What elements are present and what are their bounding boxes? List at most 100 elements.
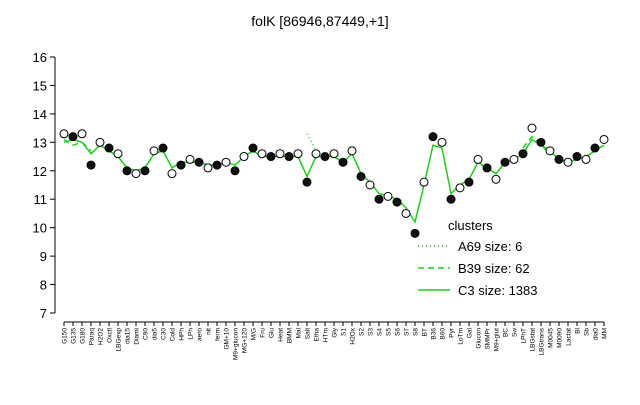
data-point	[131, 169, 141, 179]
x-tick-label: H2Ox	[350, 327, 357, 344]
data-point	[176, 160, 186, 170]
x-tick-label: Sw	[512, 328, 519, 337]
x-tick-label: Heat	[278, 328, 285, 342]
chart-title: folK [86946,87449,+1]	[251, 13, 388, 29]
x-tick-label: Paraq	[89, 328, 96, 346]
x-tick-label: Bl	[575, 327, 582, 333]
x-tick-label: M/G	[251, 328, 258, 340]
legend-title: clusters	[448, 218, 493, 233]
x-tick-label: LPh	[188, 328, 195, 340]
y-tick-label: 12	[33, 164, 47, 179]
data-point	[194, 157, 204, 167]
x-tick-label: S7	[404, 328, 411, 336]
x-tick-label: MM	[602, 328, 609, 339]
data-point	[221, 157, 231, 167]
x-tick-label: S8	[413, 328, 420, 336]
data-point	[338, 157, 348, 167]
data-point	[491, 174, 501, 184]
x-tick-label: Etha	[314, 328, 321, 342]
x-tick-label: H2O2	[98, 328, 105, 345]
legend-label: A69 size: 6	[458, 239, 522, 254]
x-tick-label: Cold	[170, 328, 177, 342]
data-point	[302, 177, 312, 187]
data-point	[185, 154, 195, 164]
x-tick-label: HTm	[323, 328, 330, 342]
x-tick-label: S3	[368, 328, 375, 336]
x-tick-label: Salt	[305, 328, 312, 339]
x-tick-label: S5	[386, 328, 393, 336]
x-tick-label: M9+glut	[494, 328, 501, 351]
data-point	[293, 149, 303, 159]
x-tick-label: G135	[71, 328, 78, 344]
data-point	[95, 137, 105, 147]
data-point	[590, 143, 600, 153]
x-tick-label: Lactat	[566, 328, 573, 346]
data-point	[455, 183, 465, 193]
x-tick-label: MG+120	[242, 328, 249, 353]
x-tick-label: SMMPr	[485, 327, 492, 350]
x-tick-label: B60	[440, 328, 447, 340]
x-tick-label: Gal	[467, 327, 474, 338]
x-tick-label: aero	[197, 328, 204, 341]
y-tick-label: 11	[34, 192, 48, 207]
x-tick-label: Diami	[134, 328, 141, 345]
data-point	[518, 149, 528, 159]
data-point	[212, 160, 222, 170]
y-tick-label: 15	[33, 78, 47, 93]
legend-label: B39 size: 62	[458, 261, 530, 276]
x-tick-label: LBGstat	[530, 328, 537, 352]
data-point	[419, 177, 429, 187]
data-point	[239, 152, 249, 162]
x-tick-label: S4	[377, 328, 384, 336]
x-tick-label: GM+10	[224, 328, 231, 350]
y-tick-label: 8	[40, 278, 47, 293]
x-tick-label: Oxctl	[107, 327, 114, 342]
x-tick-label: LoTm	[458, 328, 465, 345]
x-tick-label: dia5	[152, 328, 159, 341]
x-tick-label: S2	[359, 328, 366, 336]
x-tick-label: S1	[341, 328, 348, 336]
data-point	[401, 208, 411, 218]
data-point	[446, 194, 456, 204]
x-tick-label: BMM	[287, 328, 294, 343]
x-tick-label: Fru	[260, 328, 267, 338]
y-tick-label: 10	[33, 221, 47, 236]
x-tick-label: nit	[206, 328, 213, 335]
x-tick-label: dia0	[593, 328, 600, 341]
data-point	[140, 166, 150, 176]
data-point	[410, 228, 420, 238]
data-point	[158, 143, 168, 153]
x-tick-label: BC	[503, 328, 510, 337]
x-tick-label: dia15	[125, 328, 132, 344]
legend-label: C3 size: 1383	[458, 283, 538, 298]
data-point	[86, 160, 96, 170]
data-point	[428, 132, 438, 142]
x-tick-label: Glu	[269, 328, 276, 339]
y-tick-label: 9	[40, 249, 47, 264]
data-point	[275, 149, 285, 159]
data-point	[383, 191, 393, 201]
x-tick-label: M0090	[557, 328, 564, 348]
data-point	[392, 197, 402, 207]
x-tick-label: M9+glucon	[233, 328, 240, 360]
y-tick-label: 7	[40, 306, 47, 321]
data-point	[230, 166, 240, 176]
data-point	[347, 146, 357, 156]
data-point	[122, 166, 132, 176]
data-point	[356, 171, 366, 181]
x-tick-label: BT	[422, 328, 429, 336]
data-point	[473, 154, 483, 164]
x-tick-label: G180	[80, 328, 87, 344]
x-tick-label: S6	[395, 328, 402, 336]
data-point	[329, 149, 339, 159]
data-point	[545, 146, 555, 156]
data-point	[464, 177, 474, 187]
data-point	[527, 123, 537, 133]
x-tick-label: ferm	[215, 328, 222, 341]
data-point	[437, 137, 447, 147]
data-point	[563, 157, 573, 167]
data-point	[374, 194, 384, 204]
y-tick-label: 14	[33, 107, 47, 122]
series-line	[306, 133, 317, 152]
x-tick-label: Sb	[584, 328, 591, 336]
